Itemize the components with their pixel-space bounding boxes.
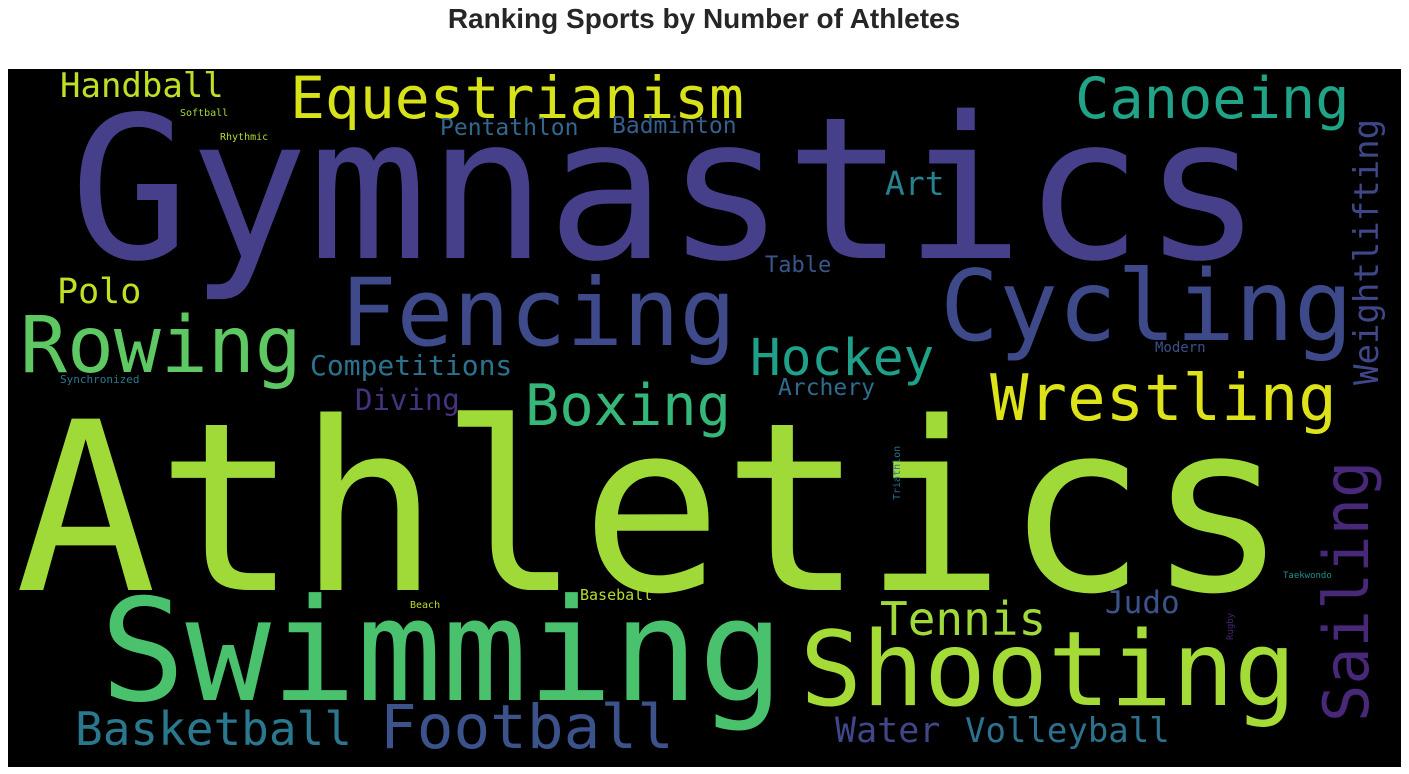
word: Football [380, 692, 674, 763]
word: Archery [778, 375, 875, 401]
word: Gymnastics [70, 74, 1262, 305]
word: Handball [60, 66, 224, 106]
word: Baseball [580, 586, 652, 604]
word: Beach [410, 600, 440, 611]
word: Polo [57, 272, 141, 312]
word: Wrestling [990, 362, 1337, 436]
word: Boxing [525, 373, 731, 439]
word: Shooting [800, 610, 1296, 730]
word: Table [765, 253, 831, 278]
word: Fencing [340, 259, 736, 368]
word: Athletics [15, 373, 1288, 646]
word: Weightlifting [1347, 119, 1387, 385]
word: Badminton [612, 113, 737, 139]
word: Hockey [750, 329, 934, 388]
word: Water [835, 711, 940, 751]
word: Rugby [1226, 612, 1236, 640]
word: Rowing [20, 301, 302, 391]
word: Pentathlon [440, 115, 578, 141]
word: Canoeing [1075, 66, 1350, 132]
word: Cycling [940, 250, 1353, 364]
word: Rhythmic [220, 132, 268, 143]
chart-title: Ranking Sports by Number of Athletes [448, 3, 960, 34]
word: Basketball [75, 702, 352, 756]
word: Diving [355, 383, 460, 417]
word: Volleyball [965, 711, 1170, 751]
word: Competitions [310, 349, 512, 382]
cloud-background [8, 69, 1401, 767]
word: Taekwondo [1283, 571, 1332, 581]
word: Sailing [1310, 461, 1383, 722]
word: Triathlon [892, 446, 903, 500]
word: Modern [1155, 340, 1206, 356]
word: Swimming [100, 569, 784, 734]
word: Softball [180, 108, 228, 119]
word: Equestrianism [290, 64, 744, 132]
word: Synchronized [60, 373, 139, 386]
word: Judo [1105, 585, 1180, 621]
word: Art [885, 164, 945, 203]
word: Tennis [880, 592, 1046, 646]
